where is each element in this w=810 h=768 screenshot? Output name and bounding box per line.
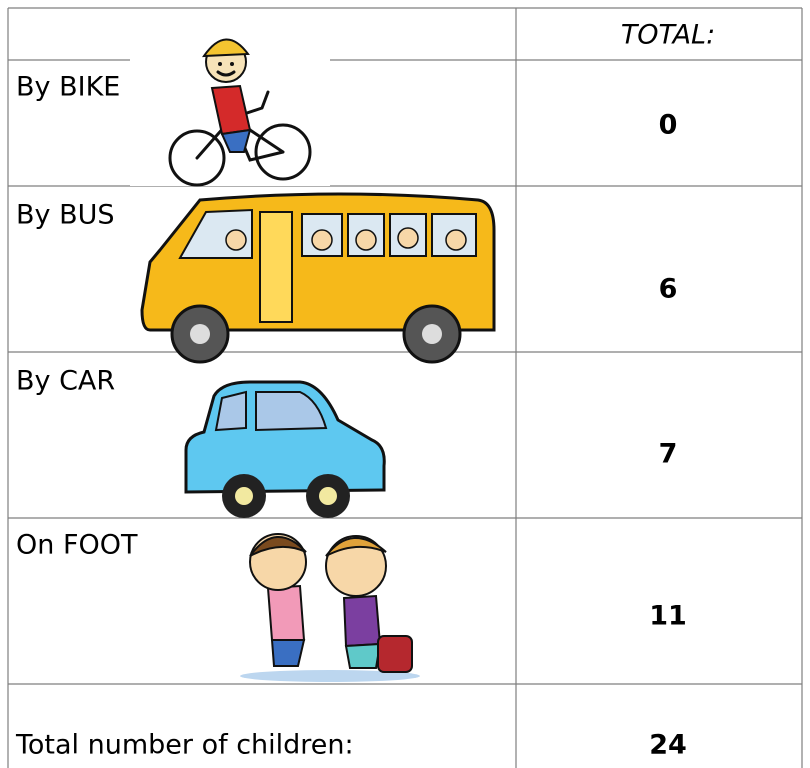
car-illustration	[186, 382, 384, 518]
row-label: By CAR	[16, 366, 115, 397]
transport-table: TOTAL: By BIKE 0 By BUS 6 By CAR 7 On FO…	[0, 0, 810, 768]
walking-children-illustration	[240, 534, 420, 682]
bus-illustration	[142, 194, 494, 362]
bike-illustration	[130, 28, 330, 186]
row-total: 7	[659, 439, 678, 470]
row-total: 6	[659, 274, 678, 305]
row-total: 0	[659, 110, 678, 141]
row-total: 11	[649, 601, 687, 632]
row-label: On FOOT	[16, 530, 138, 561]
total-column-header: TOTAL:	[621, 20, 715, 51]
footer-label: Total number of children:	[15, 730, 354, 761]
row-label: By BUS	[16, 200, 115, 231]
row-label: By BIKE	[16, 72, 120, 103]
footer-total: 24	[649, 730, 687, 761]
page: TOTAL: By BIKE 0 By BUS 6 By CAR 7 On FO…	[0, 0, 810, 768]
